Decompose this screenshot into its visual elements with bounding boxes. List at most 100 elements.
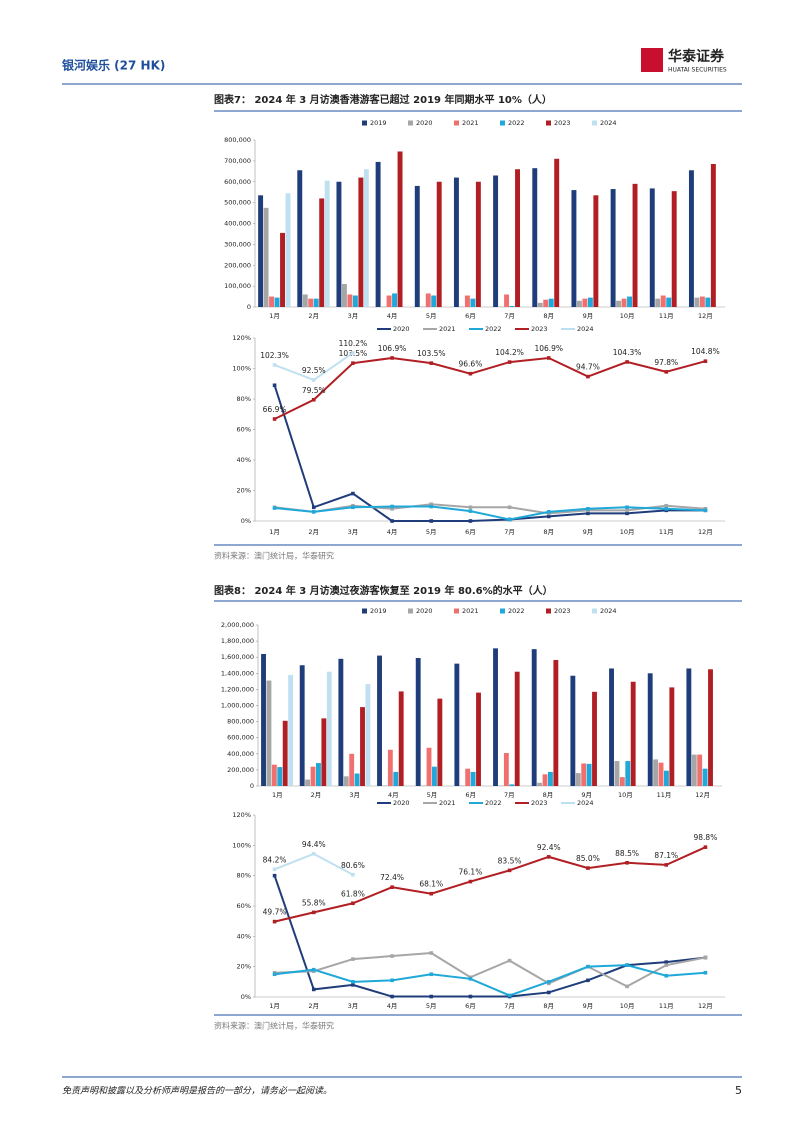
bar (581, 763, 587, 786)
bar (493, 175, 499, 307)
data-label: 92.5% (302, 366, 326, 375)
source: 资料来源：澳门统计局，华泰研究 (214, 1021, 334, 1031)
bar (360, 707, 365, 786)
y-tick-label: 0% (241, 993, 251, 1001)
x-tick-label: 7月 (504, 791, 515, 799)
marker (272, 919, 277, 924)
bar (453, 177, 459, 307)
marker (625, 511, 629, 516)
data-label: 79.5% (302, 386, 326, 395)
bar (699, 296, 705, 307)
bar (653, 759, 659, 786)
legend-label: 2021 (462, 607, 479, 615)
bar (282, 720, 288, 786)
marker (351, 361, 355, 365)
bar (504, 294, 510, 307)
y-tick-label: 2,000,000 (221, 621, 254, 629)
marker (507, 868, 512, 873)
x-tick-label: 11月 (659, 528, 674, 536)
marker (311, 378, 316, 382)
marker (390, 994, 394, 999)
bar (363, 169, 369, 307)
marker (586, 511, 590, 516)
x-tick-label: 2月 (308, 312, 319, 320)
bar (432, 766, 437, 786)
bar (553, 660, 559, 786)
data-label: 104.3% (613, 348, 642, 357)
x-tick-label: 2月 (308, 528, 319, 536)
y-tick-label: 120% (232, 811, 251, 819)
bar (625, 761, 631, 786)
bar (610, 189, 616, 307)
y-tick-label: 800,000 (227, 718, 254, 726)
data-label: 94.4% (302, 840, 326, 849)
bar (537, 302, 543, 307)
marker (351, 491, 355, 496)
data-label: 97.8% (654, 358, 678, 367)
legend-label: 2023 (531, 325, 548, 333)
marker (390, 885, 394, 889)
legend-label: 2022 (485, 325, 502, 333)
marker (664, 973, 669, 978)
bar (313, 298, 319, 307)
line (274, 503, 706, 515)
marker (351, 351, 355, 355)
marker (468, 505, 473, 510)
bar (691, 754, 697, 786)
bar (431, 295, 437, 307)
marker (468, 519, 473, 523)
line (274, 356, 706, 420)
data-label: 104.2% (495, 348, 524, 357)
x-tick-label: 10月 (620, 312, 635, 320)
marker (429, 972, 434, 977)
bar (302, 294, 308, 307)
marker (625, 860, 629, 865)
marker (429, 951, 434, 955)
marker (429, 361, 434, 365)
x-tick-label: 6月 (465, 312, 476, 320)
bar (660, 295, 666, 307)
bar (470, 298, 476, 307)
legend-label: 2021 (439, 325, 456, 333)
bar (386, 295, 392, 307)
bar (321, 718, 327, 786)
data-label: 98.8% (694, 833, 718, 842)
y-tick-label: 100% (232, 841, 251, 849)
data-label: 49.7% (263, 908, 287, 917)
marker (390, 356, 394, 360)
y-tick-label: 1,800,000 (221, 637, 254, 645)
y-tick-label: 800,000 (224, 136, 251, 144)
page-number: 5 (735, 1084, 742, 1097)
bar (352, 295, 358, 307)
marker (625, 505, 629, 510)
x-tick-label: 10月 (618, 791, 633, 799)
legend-label: 2022 (485, 799, 502, 807)
marker (664, 507, 669, 511)
bar (308, 298, 314, 307)
marker (272, 417, 277, 421)
bar (570, 675, 576, 786)
marker (507, 958, 512, 963)
legend-label: 2020 (416, 119, 433, 127)
marker (664, 960, 669, 964)
data-label: 88.5% (615, 849, 639, 858)
x-tick-label: 2月 (311, 791, 322, 799)
marker (351, 872, 355, 877)
bar (324, 180, 330, 307)
bar (305, 779, 311, 786)
line (273, 875, 706, 998)
data-label: 83.5% (498, 856, 522, 865)
y-tick-label: 40% (237, 932, 251, 940)
bar (299, 665, 305, 786)
x-tick-label: 7月 (504, 1002, 515, 1010)
x-tick-label: 9月 (583, 1002, 594, 1010)
bar (619, 777, 625, 786)
bar (258, 195, 264, 307)
bar (288, 674, 294, 786)
data-label: 66.9% (263, 405, 287, 414)
bar (515, 169, 521, 307)
data-label: 92.4% (537, 843, 561, 852)
marker (625, 984, 629, 989)
x-tick-label: 1月 (269, 528, 280, 536)
